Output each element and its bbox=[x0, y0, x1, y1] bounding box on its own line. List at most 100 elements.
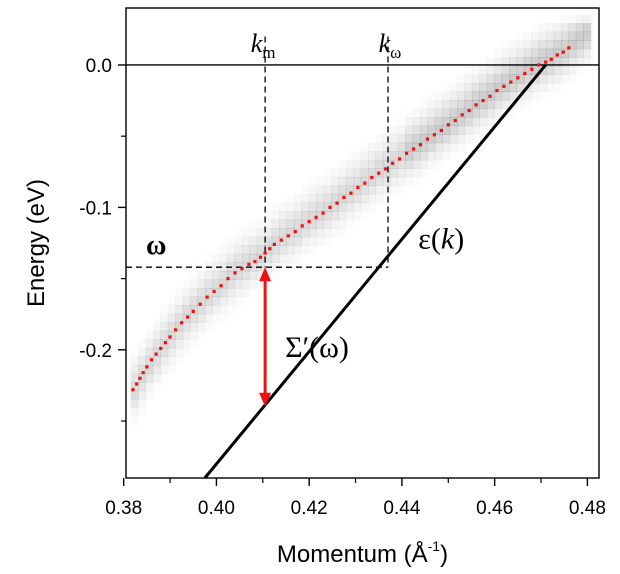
intensity-cell bbox=[353, 168, 362, 178]
intensity-cell bbox=[531, 31, 540, 41]
intensity-cell bbox=[375, 151, 384, 161]
data-point bbox=[286, 234, 290, 238]
data-point bbox=[530, 67, 534, 71]
y-axis-ticks: 0.0 -0.1 -0.2 bbox=[79, 56, 126, 422]
intensity-cell bbox=[323, 202, 332, 212]
intensity-cell bbox=[182, 330, 191, 340]
intensity-cell bbox=[538, 23, 547, 33]
intensity-cell bbox=[360, 176, 369, 187]
intensity-cell bbox=[212, 296, 221, 306]
data-point bbox=[149, 358, 154, 362]
data-point bbox=[191, 309, 195, 313]
intensity-cell bbox=[330, 176, 339, 187]
intensity-cell bbox=[346, 220, 354, 229]
intensity-cell bbox=[501, 48, 510, 58]
intensity-cell bbox=[531, 40, 540, 50]
intensity-cell bbox=[405, 117, 414, 127]
intensity-cell bbox=[241, 245, 250, 255]
intensity-cell bbox=[183, 348, 191, 357]
intensity-cell bbox=[516, 65, 525, 75]
data-point bbox=[432, 133, 436, 137]
intensity-cell bbox=[523, 48, 532, 58]
intensity-cell bbox=[420, 117, 429, 127]
data-point bbox=[198, 302, 202, 306]
intensity-cell bbox=[390, 176, 399, 187]
intensity-cell bbox=[427, 125, 436, 135]
intensity-cell bbox=[390, 142, 399, 152]
x-axis-ticks: 0.38 0.40 0.42 0.44 0.46 0.48 bbox=[105, 478, 606, 519]
intensity-cell bbox=[189, 330, 199, 340]
intensity-cell bbox=[560, 65, 569, 75]
intensity-cell bbox=[323, 193, 332, 204]
intensity-cell bbox=[167, 339, 176, 349]
intensity-cell bbox=[330, 193, 339, 204]
intensity-cell bbox=[509, 48, 518, 58]
data-point bbox=[356, 185, 360, 190]
intensity-cell bbox=[175, 322, 184, 332]
intensity-cell bbox=[568, 57, 577, 67]
intensity-cell bbox=[560, 48, 569, 58]
intensity-cell bbox=[397, 159, 406, 169]
intensity-cell bbox=[420, 134, 429, 144]
intensity-cell bbox=[227, 296, 236, 306]
intensity-cell bbox=[235, 228, 243, 237]
intensity-cell bbox=[145, 364, 154, 375]
intensity-cell bbox=[279, 219, 288, 229]
intensity-cell bbox=[308, 228, 317, 238]
intensity-cell bbox=[568, 74, 576, 83]
intensity-cell bbox=[308, 219, 317, 229]
intensity-cell bbox=[264, 236, 273, 246]
intensity-cell bbox=[575, 23, 584, 33]
intensity-cell bbox=[234, 253, 243, 263]
data-point bbox=[247, 262, 251, 266]
intensity-cell bbox=[227, 279, 236, 289]
intensity-cell bbox=[220, 245, 228, 254]
intensity-cell bbox=[152, 322, 161, 332]
intensity-cell bbox=[316, 236, 325, 246]
intensity-cell bbox=[182, 322, 191, 332]
intensity-cell bbox=[145, 381, 154, 392]
intensity-cell bbox=[375, 142, 384, 152]
intensity-cell bbox=[234, 279, 243, 289]
intensity-cell bbox=[286, 228, 295, 238]
intensity-cell bbox=[509, 57, 518, 67]
intensity-cell bbox=[293, 228, 302, 238]
intensity-cell bbox=[167, 313, 176, 323]
intensity-cell bbox=[553, 23, 562, 33]
intensity-cell bbox=[471, 91, 480, 101]
data-point bbox=[159, 346, 163, 350]
intensity-cell bbox=[241, 279, 250, 289]
intensity-cell bbox=[138, 390, 147, 400]
intensity-cell bbox=[442, 91, 451, 101]
intensity-cell bbox=[501, 91, 510, 101]
intensity-cell bbox=[130, 381, 139, 392]
intensity-cell bbox=[338, 228, 346, 237]
intensity-cell bbox=[212, 305, 221, 315]
intensity-cell bbox=[397, 151, 406, 161]
intensity-cell bbox=[442, 83, 450, 92]
data-point bbox=[549, 57, 553, 61]
intensity-cell bbox=[553, 40, 562, 50]
intensity-cell bbox=[390, 185, 399, 195]
intensity-cell bbox=[494, 74, 503, 84]
intensity-cell bbox=[509, 65, 518, 75]
intensity-cell bbox=[271, 245, 280, 255]
intensity-cell bbox=[575, 14, 584, 24]
intensity-cell bbox=[293, 219, 302, 229]
intensity-cell bbox=[405, 159, 414, 169]
intensity-cell bbox=[153, 314, 161, 323]
intensity-cell bbox=[560, 74, 569, 84]
intensity-cell bbox=[368, 185, 377, 195]
intensity-cell bbox=[479, 74, 488, 84]
intensity-cell bbox=[553, 74, 562, 84]
intensity-cell bbox=[390, 134, 399, 144]
intensity-cell bbox=[434, 134, 443, 144]
intensity-cell bbox=[501, 65, 510, 75]
intensity-cell bbox=[464, 117, 473, 127]
intensity-cell bbox=[204, 279, 213, 289]
intensity-cell bbox=[442, 151, 451, 161]
intensity-cell bbox=[412, 125, 421, 135]
intensity-cell bbox=[301, 185, 310, 195]
intensity-cell bbox=[531, 65, 540, 75]
